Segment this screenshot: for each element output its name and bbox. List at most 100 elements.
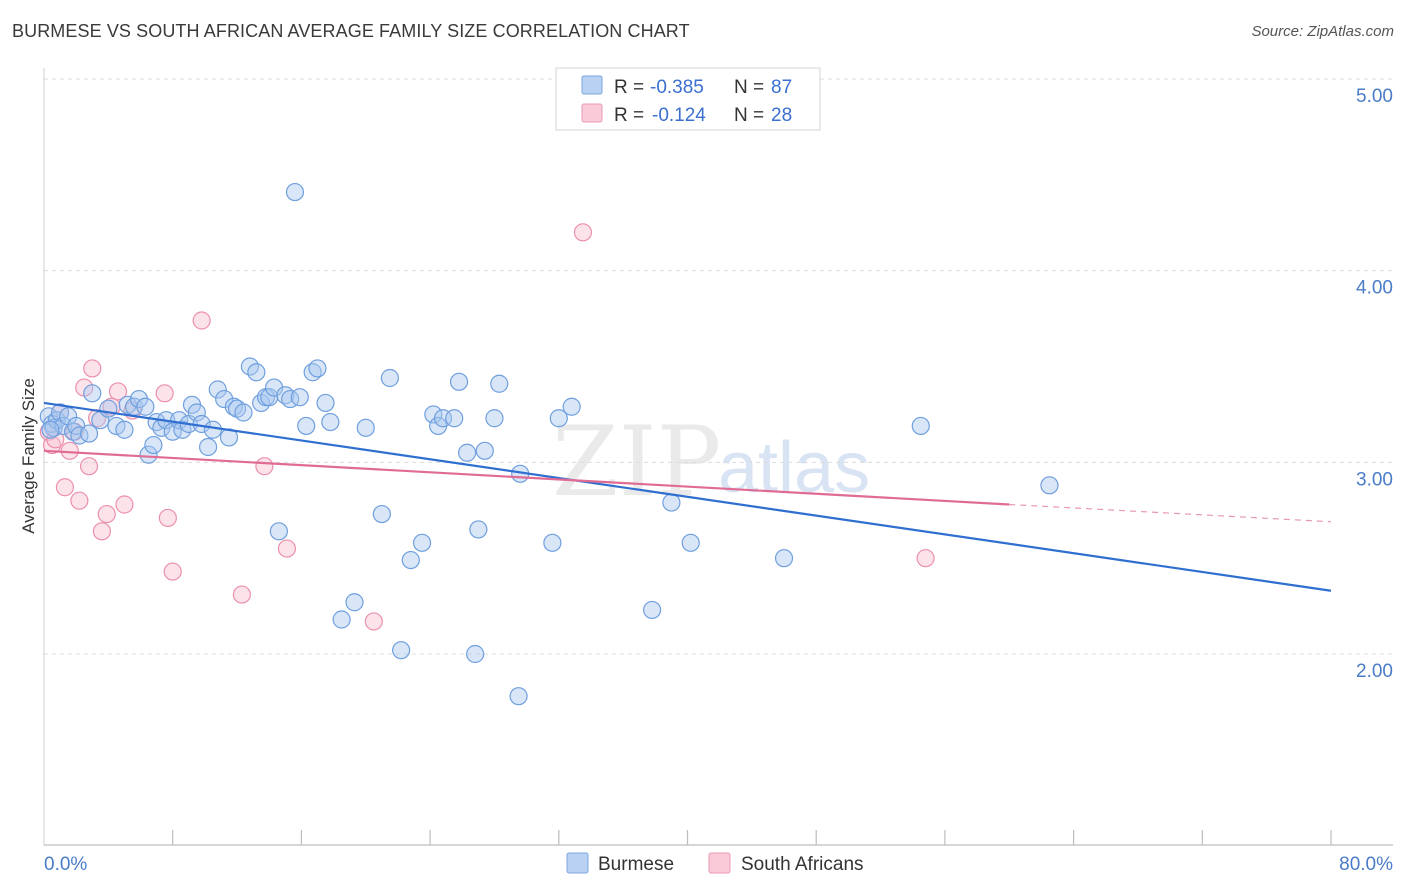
trend-lines — [43, 401, 1332, 592]
south-africans-point — [232, 585, 251, 604]
x-tick-label-min: 0.0% — [44, 854, 87, 875]
legend-south-africans-swatch — [581, 103, 603, 123]
y-tick-label: 3.00 — [1356, 469, 1393, 490]
burmese-point — [332, 610, 351, 629]
burmese-point — [449, 372, 469, 391]
y-tick-label: 2.00 — [1356, 661, 1393, 682]
burmese-trend-line — [43, 401, 1332, 592]
south-africans-trend-extension — [1009, 503, 1332, 523]
burmese-point — [543, 533, 562, 552]
burmese-point — [321, 412, 340, 432]
y-tick-label: 4.00 — [1356, 278, 1393, 299]
south-africans-point — [79, 457, 99, 476]
bottom-legend-burmese-label: Burmese — [598, 854, 674, 875]
burmese-point — [269, 522, 288, 541]
south-africans-point — [255, 457, 274, 476]
burmese-point — [356, 418, 375, 437]
burmese-point — [681, 533, 700, 552]
burmese-point — [79, 424, 99, 443]
burmese-point — [290, 388, 309, 407]
burmese-point — [662, 493, 681, 512]
burmese-point — [490, 374, 509, 393]
south-africans-point — [55, 478, 75, 497]
burmese-point — [485, 409, 504, 428]
burmese-point — [643, 600, 662, 620]
burmese-point — [170, 411, 189, 430]
south-africans-point — [192, 311, 211, 330]
burmese-point — [475, 441, 494, 460]
legend-burmese-n-label: N = — [734, 77, 764, 98]
y-tick-label: 5.00 — [1356, 86, 1393, 107]
burmese-point — [99, 399, 118, 418]
source-label: Source: ZipAtlas.com — [1251, 23, 1394, 40]
burmese-point — [549, 409, 568, 428]
south-africans-point — [97, 504, 116, 524]
burmese-points — [39, 182, 1059, 706]
south-africans-point — [163, 562, 182, 581]
burmese-point — [316, 393, 335, 413]
legend-south-africans-r-value: -0.124 — [652, 105, 706, 126]
burmese-point — [445, 409, 464, 428]
legend-burmese-n-value: 87 — [771, 77, 792, 98]
burmese-point — [208, 380, 227, 399]
burmese-point — [424, 405, 443, 424]
y-tick-labels: 2.00 3.00 4.00 5.00 — [1356, 86, 1393, 682]
south-africans-point — [155, 384, 174, 403]
south-africans-point — [108, 382, 128, 401]
burmese-point — [412, 533, 432, 552]
south-africans-point — [277, 539, 297, 558]
south-africans-point — [46, 430, 65, 449]
burmese-point — [136, 397, 155, 416]
burmese-point — [466, 644, 485, 664]
bottom-legend-south-africans-swatch — [708, 852, 731, 874]
bottom-legend-burmese-swatch — [566, 852, 589, 874]
south-africans-point — [92, 522, 112, 541]
south-africans-point — [573, 223, 593, 242]
burmese-point — [187, 403, 206, 422]
burmese-point — [260, 388, 279, 407]
south-africans-point — [102, 397, 121, 416]
south-africans-point — [70, 491, 89, 510]
burmese-point — [285, 182, 305, 202]
burmese-point — [215, 389, 234, 409]
burmese-point — [308, 359, 327, 378]
series-legend: Burmese South Africans — [566, 852, 864, 875]
correlation-legend: R = -0.385 N = 87 R = -0.124 N = 28 — [555, 67, 821, 131]
burmese-point — [774, 549, 794, 568]
burmese-point — [469, 520, 488, 539]
burmese-point — [234, 403, 253, 422]
legend-south-africans-n-label: N = — [734, 105, 764, 126]
south-africans-point — [158, 508, 177, 528]
burmese-point — [198, 437, 218, 457]
burmese-point — [203, 420, 223, 439]
south-africans-point — [916, 549, 935, 568]
burmese-point — [392, 641, 411, 660]
x-tick-label-max: 80.0% — [1339, 854, 1393, 875]
legend-burmese-r-value: -0.385 — [650, 77, 704, 98]
legend-south-africans-r-label: R = — [614, 105, 644, 126]
burmese-point — [115, 420, 134, 439]
legend-burmese-swatch — [581, 75, 603, 95]
burmese-point — [297, 416, 316, 436]
burmese-point — [372, 504, 391, 524]
burmese-point — [458, 443, 477, 462]
burmese-point — [144, 435, 163, 455]
burmese-point — [41, 420, 60, 439]
burmese-point — [118, 395, 137, 414]
burmese-point — [401, 550, 420, 570]
bottom-legend-south-africans-label: South Africans — [741, 854, 864, 875]
burmese-point — [83, 384, 102, 403]
chart-title: BURMESE VS SOUTH AFRICAN AVERAGE FAMILY … — [12, 21, 690, 41]
south-africans-point — [115, 495, 134, 514]
burmese-point — [224, 397, 243, 416]
burmese-point — [911, 416, 930, 436]
burmese-point — [345, 593, 364, 612]
burmese-point — [139, 445, 158, 464]
x-ticks — [172, 830, 1332, 845]
y-axis-label: Average Family Size — [19, 378, 38, 534]
burmese-point — [1040, 476, 1059, 495]
burmese-point — [247, 363, 266, 382]
legend-south-africans-n-value: 28 — [771, 105, 792, 126]
burmese-point — [380, 368, 399, 388]
